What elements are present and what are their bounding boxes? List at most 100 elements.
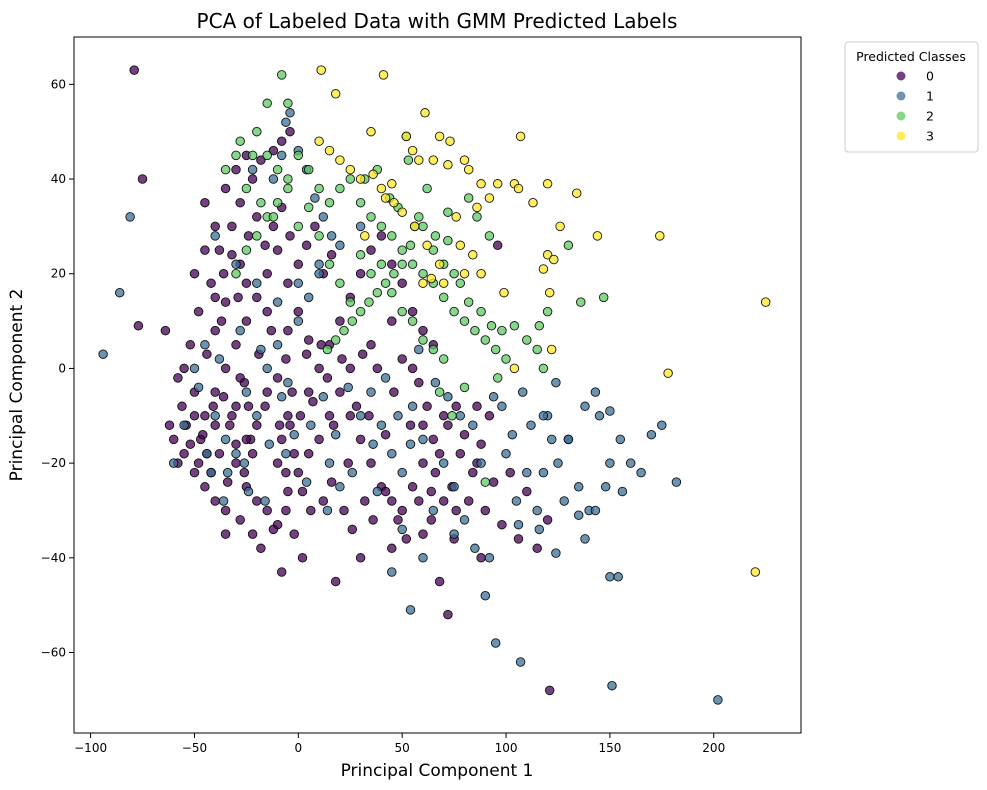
point-class-1 bbox=[590, 387, 601, 397]
point-class-0 bbox=[239, 467, 250, 478]
point-class-1 bbox=[470, 543, 480, 554]
point-class-2 bbox=[355, 306, 366, 317]
point-class-1 bbox=[580, 534, 590, 544]
point-class-1 bbox=[272, 297, 283, 307]
point-class-0 bbox=[476, 439, 486, 449]
point-class-3 bbox=[407, 145, 418, 156]
point-class-2 bbox=[283, 183, 293, 194]
point-class-1 bbox=[617, 486, 628, 497]
point-class-0 bbox=[241, 434, 252, 445]
point-class-2 bbox=[268, 212, 279, 222]
point-class-0 bbox=[488, 477, 499, 487]
point-class-0 bbox=[243, 401, 254, 412]
point-class-1 bbox=[443, 392, 453, 402]
point-class-1 bbox=[222, 467, 233, 478]
point-class-0 bbox=[283, 486, 293, 497]
point-class-1 bbox=[573, 510, 584, 520]
point-class-1 bbox=[449, 529, 459, 539]
point-class-1 bbox=[605, 406, 615, 416]
point-class-0 bbox=[434, 448, 445, 459]
point-class-2 bbox=[438, 354, 449, 364]
point-class-2 bbox=[314, 183, 324, 194]
point-class-1 bbox=[526, 420, 536, 430]
point-class-0 bbox=[256, 155, 266, 165]
point-class-1 bbox=[314, 259, 324, 270]
point-class-3 bbox=[330, 89, 341, 99]
point-class-1 bbox=[303, 292, 314, 303]
point-class-0 bbox=[260, 401, 270, 412]
point-class-0 bbox=[200, 411, 210, 421]
point-class-2 bbox=[484, 231, 495, 241]
point-class-1 bbox=[272, 340, 283, 350]
points-layer bbox=[98, 65, 771, 705]
point-class-0 bbox=[283, 411, 293, 421]
point-class-1 bbox=[625, 458, 636, 468]
point-class-0 bbox=[262, 505, 272, 516]
point-class-0 bbox=[129, 65, 139, 75]
point-class-1 bbox=[449, 482, 459, 492]
point-class-0 bbox=[405, 420, 416, 430]
point-class-1 bbox=[330, 429, 341, 440]
point-class-3 bbox=[468, 250, 478, 260]
point-class-2 bbox=[501, 354, 511, 364]
point-class-0 bbox=[443, 420, 453, 430]
point-class-0 bbox=[272, 458, 283, 468]
point-class-1 bbox=[438, 458, 449, 468]
point-class-0 bbox=[231, 458, 241, 468]
point-class-0 bbox=[200, 482, 210, 492]
point-class-3 bbox=[515, 131, 526, 142]
point-class-2 bbox=[449, 306, 459, 317]
point-class-2 bbox=[262, 98, 272, 109]
point-class-0 bbox=[357, 349, 368, 359]
point-class-0 bbox=[438, 496, 449, 506]
y-tick-label: −60 bbox=[41, 646, 66, 660]
point-class-0 bbox=[262, 387, 272, 397]
point-class-1 bbox=[98, 349, 108, 359]
point-class-0 bbox=[337, 354, 347, 364]
y-tick-label: 20 bbox=[51, 267, 66, 281]
point-class-1 bbox=[326, 231, 337, 241]
point-class-2 bbox=[252, 231, 262, 241]
point-class-2 bbox=[459, 382, 470, 393]
point-class-0 bbox=[193, 306, 204, 317]
point-class-3 bbox=[513, 183, 524, 194]
point-class-2 bbox=[459, 316, 470, 326]
point-class-0 bbox=[451, 401, 461, 412]
point-class-1 bbox=[322, 505, 333, 516]
point-class-0 bbox=[295, 411, 306, 421]
point-class-1 bbox=[262, 363, 272, 374]
point-class-0 bbox=[326, 477, 337, 487]
point-class-0 bbox=[297, 553, 308, 563]
point-class-3 bbox=[463, 164, 474, 175]
point-class-1 bbox=[405, 605, 416, 615]
point-class-0 bbox=[220, 297, 231, 307]
point-class-0 bbox=[306, 505, 316, 516]
point-class-0 bbox=[173, 373, 183, 383]
point-class-0 bbox=[222, 477, 233, 487]
point-class-2 bbox=[272, 164, 283, 175]
point-class-0 bbox=[397, 505, 407, 516]
point-class-0 bbox=[268, 524, 279, 535]
point-class-1 bbox=[613, 572, 623, 582]
point-class-3 bbox=[314, 136, 324, 146]
x-tick-label: 50 bbox=[395, 741, 410, 755]
point-class-0 bbox=[231, 164, 241, 175]
point-class-2 bbox=[241, 245, 252, 255]
point-class-0 bbox=[293, 467, 304, 478]
point-class-2 bbox=[497, 325, 507, 336]
point-class-1 bbox=[636, 467, 646, 478]
point-class-0 bbox=[210, 420, 220, 430]
point-class-1 bbox=[428, 505, 439, 516]
point-class-0 bbox=[293, 259, 304, 270]
point-class-0 bbox=[303, 387, 314, 397]
point-class-0 bbox=[407, 306, 418, 317]
x-tick-label: −50 bbox=[182, 741, 207, 755]
point-class-2 bbox=[372, 287, 383, 298]
point-class-0 bbox=[218, 392, 229, 402]
point-class-0 bbox=[397, 354, 407, 364]
point-class-0 bbox=[418, 458, 428, 468]
point-class-3 bbox=[438, 278, 449, 288]
point-class-1 bbox=[314, 268, 324, 279]
point-class-0 bbox=[301, 240, 312, 251]
point-class-3 bbox=[484, 193, 495, 203]
